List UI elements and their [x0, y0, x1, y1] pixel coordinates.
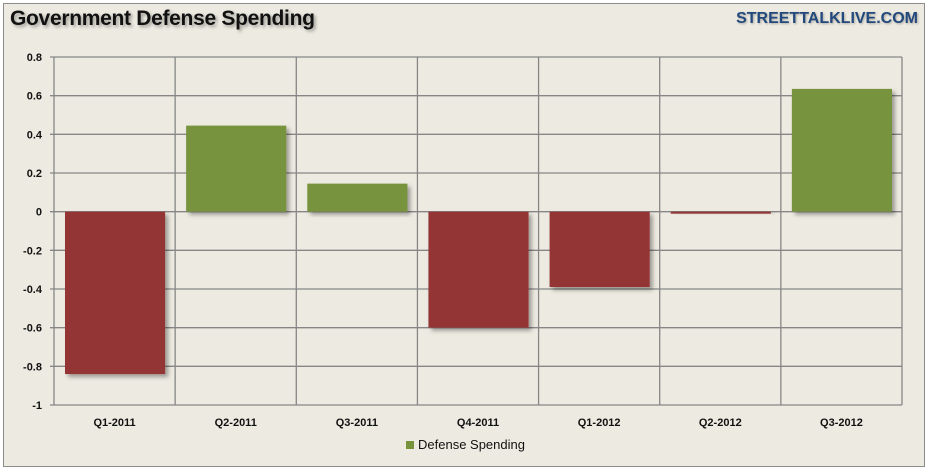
legend-label: Defense Spending: [418, 437, 525, 452]
x-tick-label: Q4-2011: [457, 417, 499, 429]
y-tick-label: -0.8: [23, 361, 42, 373]
y-tick-label: 0: [36, 207, 42, 219]
bar: [65, 211, 166, 375]
bar: [670, 211, 771, 214]
bar: [307, 183, 408, 212]
chart-title: Government Defense Spending: [10, 7, 315, 30]
y-tick-label: -0.6: [23, 323, 42, 335]
legend: Defense Spending: [406, 437, 525, 452]
source-label: STREETTALKLIVE.COM: [736, 10, 918, 27]
y-tick-label: 0.6: [27, 91, 42, 103]
bar: [428, 211, 529, 328]
y-tick-label: 0.2: [27, 168, 42, 180]
legend-swatch: [406, 440, 414, 449]
bar: [549, 211, 650, 288]
x-tick-label: Q2-2012: [699, 417, 742, 429]
y-tick-label: -0.4: [23, 284, 43, 296]
x-tick-label: Q3-2011: [336, 417, 378, 429]
y-tick-label: -0.2: [23, 245, 42, 257]
bar: [186, 125, 287, 212]
x-tick-label: Q2-2011: [215, 417, 257, 429]
bar: [791, 88, 892, 212]
x-tick-label: Q1-2011: [93, 417, 135, 429]
x-tick-label: Q1-2012: [578, 417, 621, 429]
x-tick-label: Q3-2012: [820, 417, 863, 429]
y-tick-label: 0.4: [27, 129, 43, 141]
y-tick-label: 0.8: [27, 52, 42, 64]
y-tick-label: -1: [32, 400, 42, 412]
